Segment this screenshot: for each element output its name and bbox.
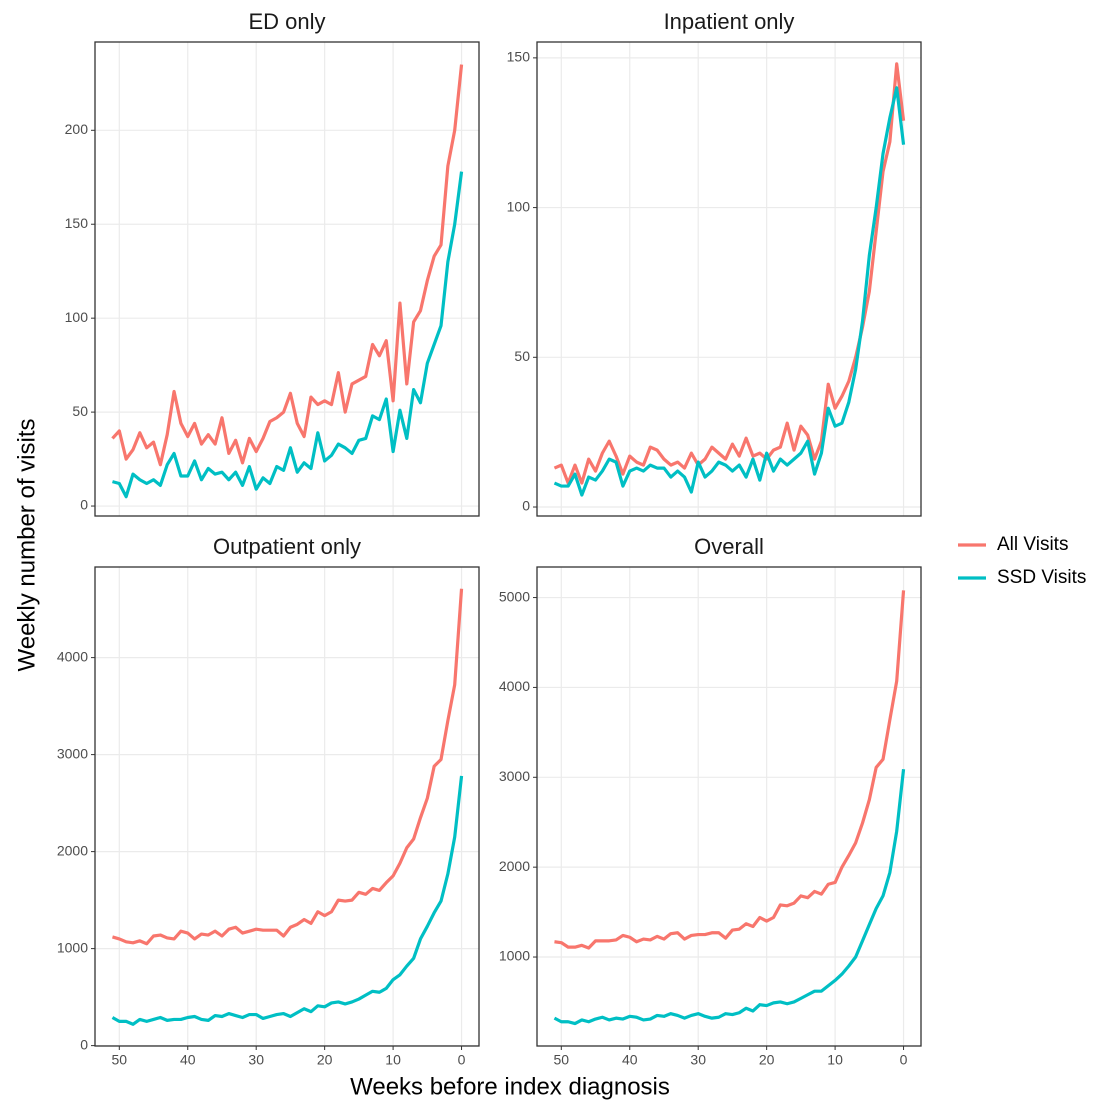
panel-border [94, 41, 480, 517]
y-tick-label: 0 [522, 498, 530, 514]
y-tick-label: 4000 [57, 648, 88, 664]
y-tick-label: 0 [80, 1036, 88, 1052]
y-tick-label: 5000 [499, 588, 530, 604]
y-tick-label: 3000 [57, 745, 88, 761]
y-tick-label: 2000 [499, 858, 530, 874]
x-tick-label: 0 [458, 1052, 466, 1068]
x-tick-label: 30 [248, 1052, 264, 1068]
line-series [554, 590, 906, 950]
x-tick-label: 40 [622, 1052, 638, 1068]
line-series [111, 775, 464, 1026]
legend-label: All Visits [997, 534, 1068, 555]
y-tick-label: 200 [65, 121, 89, 137]
x-tick-label: 50 [112, 1052, 128, 1068]
x-tick-label: 20 [317, 1052, 333, 1068]
x-tick-label: 10 [385, 1052, 401, 1068]
x-tick-label: 40 [180, 1052, 196, 1068]
x-tick-label: 50 [554, 1052, 570, 1068]
y-tick-label: 100 [65, 309, 89, 325]
y-tick-label: 0 [80, 497, 88, 513]
panel-border [536, 41, 922, 517]
y-tick-label: 150 [65, 215, 89, 231]
y-tick-label: 100 [507, 198, 531, 214]
line-series [112, 588, 464, 946]
y-tick-label: 1000 [57, 939, 88, 955]
panel-title: Overall [694, 534, 764, 559]
x-tick-label: 10 [827, 1052, 843, 1068]
line-series [553, 86, 906, 497]
line-series [553, 62, 906, 485]
y-tick-label: 2000 [57, 842, 88, 858]
x-axis-title: Weeks before index diagnosis [350, 1073, 670, 1100]
y-tick-label: 50 [514, 348, 530, 364]
y-tick-label: 3000 [499, 768, 530, 784]
panel-border [536, 566, 922, 1047]
panel-title: Inpatient only [664, 9, 795, 34]
y-tick-label: 1000 [499, 948, 530, 964]
line-series [553, 769, 906, 1026]
y-axis-title: Weekly number of visits [13, 419, 40, 672]
x-tick-label: 0 [900, 1052, 908, 1068]
y-tick-label: 50 [72, 403, 88, 419]
line-series [112, 171, 464, 499]
x-tick-label: 30 [690, 1052, 706, 1068]
line-series [111, 64, 464, 467]
legend-label: SSD Visits [997, 567, 1086, 588]
y-tick-label: 4000 [499, 678, 530, 694]
panel-border [94, 566, 480, 1047]
panel-title: Outpatient only [213, 534, 361, 559]
panel-title: ED only [248, 9, 325, 34]
x-tick-label: 20 [759, 1052, 775, 1068]
y-tick-label: 150 [507, 49, 531, 65]
